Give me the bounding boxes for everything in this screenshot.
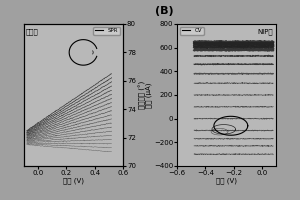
Text: NIP纳: NIP纳: [257, 28, 273, 35]
Y-axis label: 电流 (μA): 电流 (μA): [146, 82, 152, 108]
Text: 纳米膜: 纳米膜: [26, 28, 39, 35]
X-axis label: 电位 (V): 电位 (V): [216, 178, 237, 184]
Text: (B): (B): [154, 6, 173, 16]
Legend: CV: CV: [180, 27, 204, 35]
Y-axis label: 共振角度 (°): 共振角度 (°): [139, 81, 146, 109]
X-axis label: 电位 (V): 电位 (V): [63, 178, 84, 184]
Legend: SPR: SPR: [93, 27, 120, 35]
